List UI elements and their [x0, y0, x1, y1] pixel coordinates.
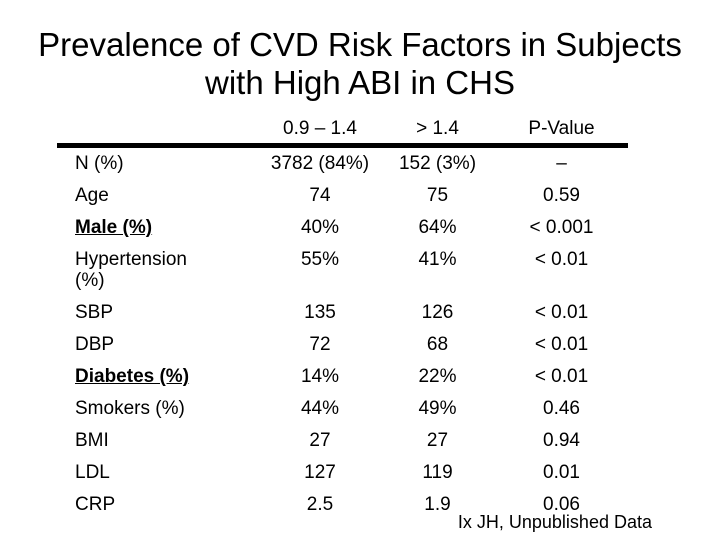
table-row: SBP 135 126 < 0.01: [57, 297, 628, 329]
header-cell-abi-high-range: > 1.4: [380, 114, 495, 148]
value-p-value: –: [556, 153, 567, 174]
row-label-text: Hypertension (%): [75, 249, 187, 291]
row-label: Smokers (%): [57, 393, 260, 425]
row-label: N (%): [57, 146, 260, 181]
cvd-risk-factors-table: 0.9 – 1.4 > 1.4 P-Value N (%) 3782 (84%) 1…: [57, 114, 628, 521]
table-row: Smokers (%) 44% 49% 0.46: [57, 393, 628, 425]
value-abi-high: 41%: [418, 249, 457, 270]
table-row: LDL 127 119 0.01: [57, 457, 628, 489]
value-p-value: 0.06: [543, 494, 580, 515]
row-label: Hypertension (%): [57, 244, 260, 297]
value-abi-normal: 74: [309, 185, 331, 206]
table-row: CRP 2.5 1.9 0.06: [57, 489, 628, 521]
row-label: LDL: [57, 457, 260, 489]
value-p-value: < 0.01: [534, 366, 589, 387]
value-p-value: < 0.01: [534, 302, 589, 323]
table-row: N (%) 3782 (84%) 152 (3%) –: [57, 146, 628, 181]
value-abi-high: 22%: [418, 366, 457, 387]
table-row: Hypertension (%) 55% 41% < 0.01: [57, 244, 628, 297]
value-p-value: < 0.01: [534, 334, 589, 355]
value-p-value: < 0.001: [529, 217, 594, 238]
value-abi-normal: 14%: [300, 366, 340, 387]
value-abi-normal: 40%: [300, 217, 340, 238]
row-label-text: CRP: [75, 494, 116, 515]
row-label: Male (%): [57, 212, 260, 244]
row-label-text: Age: [75, 185, 109, 206]
value-abi-high: 27: [426, 430, 449, 451]
data-source-credit: Ix JH, Unpublished Data: [457, 512, 652, 532]
row-label-text: N (%): [75, 153, 124, 174]
value-abi-normal: 135: [304, 302, 336, 323]
table-row: Age 74 75 0.59: [57, 180, 628, 212]
value-abi-normal: 55%: [300, 249, 340, 270]
value-p-value: 0.01: [543, 462, 580, 483]
value-abi-normal: 127: [304, 462, 336, 483]
row-label: SBP: [57, 297, 260, 329]
table-row: DBP 72 68 < 0.01: [57, 329, 628, 361]
row-label-text: Smokers (%): [75, 398, 185, 419]
value-abi-normal: 27: [309, 430, 331, 451]
row-label: CRP: [57, 489, 260, 521]
value-p-value: 0.94: [543, 430, 580, 451]
value-abi-high: 1.9: [424, 494, 451, 515]
row-label-text: LDL: [75, 462, 110, 483]
value-p-value: < 0.01: [534, 249, 589, 270]
value-abi-high: 119: [422, 462, 453, 483]
value-abi-normal: 72: [309, 334, 331, 355]
header-cell-abi-normal-range: 0.9 – 1.4: [260, 114, 380, 148]
value-abi-high: 126: [421, 302, 454, 323]
value-p-value: 0.46: [543, 398, 580, 419]
table-header-row: 0.9 – 1.4 > 1.4 P-Value: [57, 114, 628, 148]
slide-title-line-2: with High ABI in CHS: [205, 64, 515, 101]
row-label: Diabetes (%): [57, 361, 260, 393]
value-abi-high: 68: [426, 334, 449, 355]
table-row: BMI 27 27 0.94: [57, 425, 628, 457]
header-cell-p-value: P-Value: [495, 114, 628, 148]
value-abi-normal: 44%: [300, 398, 340, 419]
value-abi-normal: 2.5: [306, 494, 334, 515]
value-abi-high: 64%: [418, 217, 457, 238]
row-label: DBP: [57, 329, 260, 361]
value-abi-high: 75: [426, 185, 449, 206]
slide-title: Prevalence of CVD Risk Factors in Subjec…: [0, 26, 720, 102]
value-p-value: 0.59: [543, 185, 580, 206]
table-body: N (%) 3782 (84%) 152 (3%) – Age 74 75 0.59 Male …: [57, 146, 628, 522]
value-abi-normal: 3782 (84%): [270, 153, 370, 174]
slide-title-line-1: Prevalence of CVD Risk Factors in Subjec…: [38, 26, 682, 63]
row-label-text: DBP: [75, 334, 115, 355]
row-label-text: Diabetes (%): [75, 366, 190, 387]
header-cell-empty: [57, 114, 260, 148]
row-label-text: SBP: [75, 302, 114, 323]
table-header: 0.9 – 1.4 > 1.4 P-Value: [57, 114, 628, 148]
value-abi-high: 49%: [418, 398, 457, 419]
table-row: Male (%) 40% 64% < 0.001: [57, 212, 628, 244]
row-label: BMI: [57, 425, 260, 457]
table-row: Diabetes (%) 14% 22% < 0.01: [57, 361, 628, 393]
value-abi-high: 152 (3%): [398, 153, 477, 174]
row-label: Age: [57, 180, 260, 212]
row-label-text: BMI: [75, 430, 109, 451]
row-label-text: Male (%): [75, 217, 153, 238]
